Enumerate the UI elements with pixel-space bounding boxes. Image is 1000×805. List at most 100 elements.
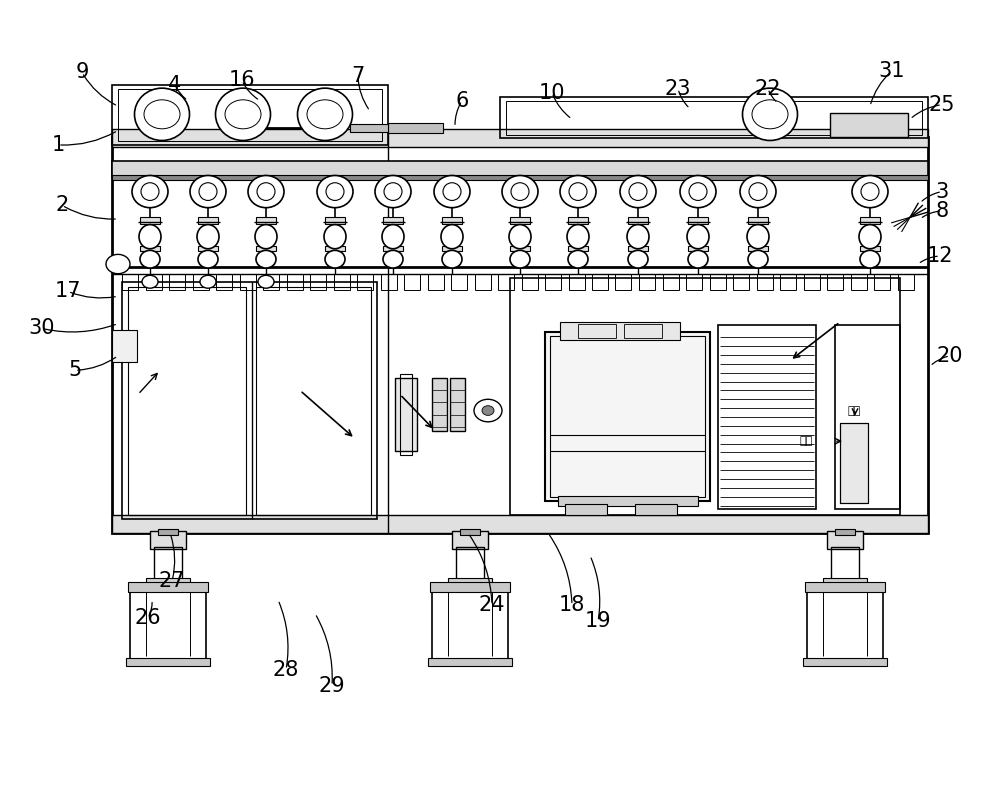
Text: 30: 30 [29,319,55,338]
Text: 12: 12 [927,246,953,266]
Ellipse shape [134,89,190,141]
Ellipse shape [688,250,708,268]
Bar [840,423,868,503]
Bar [112,85,388,145]
Ellipse shape [324,225,346,249]
Bar [128,287,246,515]
Bar [827,274,843,290]
Ellipse shape [443,183,461,200]
Bar [624,324,662,338]
Bar [550,336,705,497]
Bar [545,274,561,290]
Bar [568,217,588,224]
Bar [357,274,373,290]
Bar [835,529,855,535]
Ellipse shape [141,183,159,200]
Bar [874,274,890,290]
Bar [803,658,887,666]
Bar [757,274,772,290]
Bar [830,113,908,137]
Bar [442,246,462,251]
Bar [432,585,508,664]
Ellipse shape [434,175,470,208]
Ellipse shape [628,250,648,268]
Bar [140,246,160,251]
Bar [334,274,350,290]
Ellipse shape [190,175,226,208]
Bar [451,274,467,290]
Bar [823,578,867,586]
Ellipse shape [742,89,798,141]
Bar [383,246,403,251]
Circle shape [474,399,502,422]
Bar [112,330,137,362]
Bar [404,274,420,290]
Bar [498,274,514,290]
Text: 17: 17 [55,282,81,301]
Circle shape [752,100,788,129]
Bar [568,274,584,290]
Bar [500,97,928,138]
Bar [256,287,371,515]
Text: 18: 18 [559,596,585,615]
Bar [578,324,616,338]
Bar [615,274,632,290]
Text: 19: 19 [585,612,611,631]
Ellipse shape [200,275,216,288]
Text: 2: 2 [55,196,69,215]
Bar [448,578,492,586]
Ellipse shape [384,183,402,200]
Bar [383,217,403,224]
Bar [198,217,218,224]
Ellipse shape [256,250,276,268]
Circle shape [225,100,261,129]
Bar [748,246,768,251]
Bar [118,89,382,141]
Bar [510,217,530,224]
Bar [805,582,885,592]
Bar [310,274,326,290]
Bar [263,274,279,290]
Bar [710,274,726,290]
Bar [898,274,914,290]
Bar [240,274,256,290]
Ellipse shape [852,175,888,208]
Text: 进风: 进风 [800,436,813,446]
Bar [169,274,185,290]
Bar [428,658,512,666]
Bar [835,325,900,509]
Ellipse shape [627,225,649,249]
Ellipse shape [298,89,352,141]
Bar [428,274,444,290]
Bar [718,325,816,509]
Ellipse shape [510,250,530,268]
Bar [216,274,232,290]
Ellipse shape [859,225,881,249]
Circle shape [144,100,180,129]
Bar [122,282,377,519]
Bar [831,547,859,581]
Ellipse shape [860,250,880,268]
Bar [400,374,412,455]
Ellipse shape [142,275,158,288]
Ellipse shape [680,175,716,208]
Text: 10: 10 [539,83,565,102]
Bar [380,274,396,290]
Bar [522,274,538,290]
Circle shape [482,406,494,415]
Text: 进风: 进风 [848,406,861,415]
Bar [635,504,677,515]
Ellipse shape [248,175,284,208]
Bar [460,529,480,535]
Bar [192,274,208,290]
Bar [628,217,648,224]
Bar [733,274,749,290]
Bar [827,531,863,549]
Bar [860,246,880,251]
Bar [860,217,880,224]
Ellipse shape [325,250,345,268]
Bar [350,124,388,132]
Ellipse shape [382,225,404,249]
Ellipse shape [375,175,411,208]
Bar [686,274,702,290]
